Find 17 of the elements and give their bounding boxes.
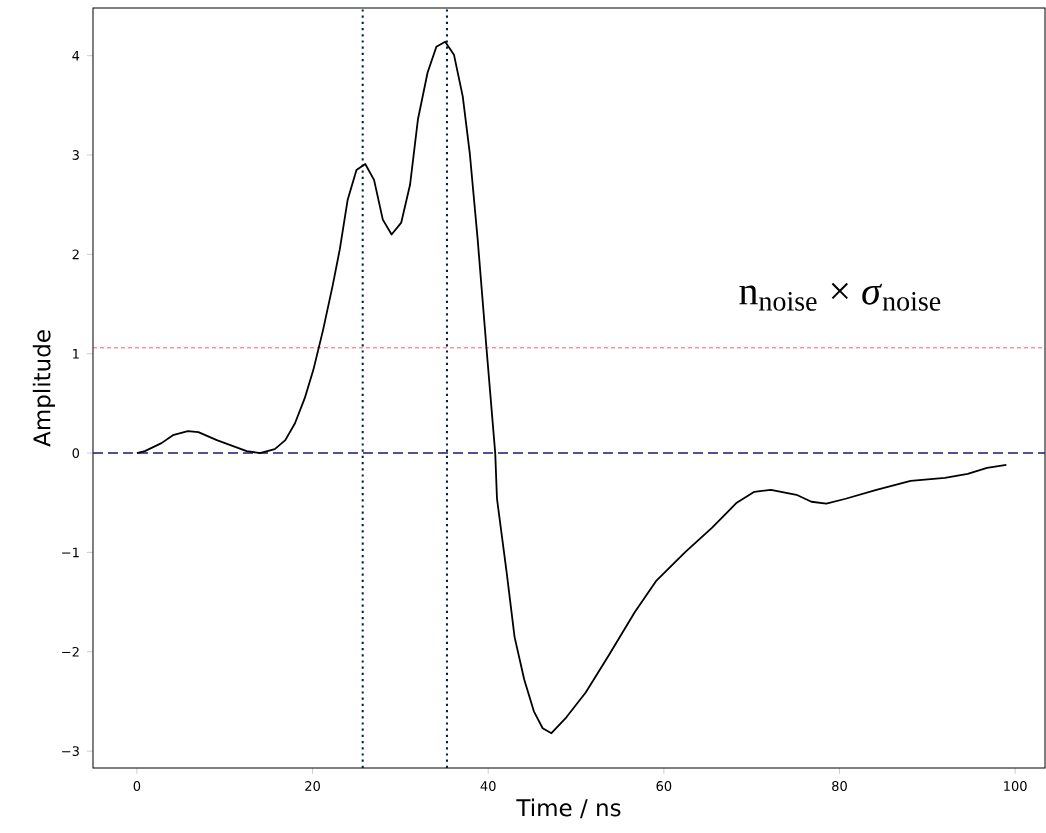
y-tick-label: 0 bbox=[72, 448, 80, 458]
x-tick-label: 20 bbox=[305, 781, 320, 791]
x-tick-label: 100 bbox=[1004, 781, 1027, 791]
y-tick-label: −3 bbox=[62, 746, 79, 757]
y-tick-label: −2 bbox=[62, 646, 79, 657]
x-tick-label: 0 bbox=[133, 781, 141, 791]
y-tick-label: −1 bbox=[62, 547, 79, 558]
x-axis-title: Time / ns bbox=[516, 798, 621, 819]
y-tick-label: 4 bbox=[72, 50, 80, 61]
x-tick-label: 60 bbox=[656, 781, 672, 791]
x-tick-label: 40 bbox=[480, 781, 496, 791]
annotation: n$_{noise}$ × σ$_{noise}$ bbox=[739, 282, 941, 311]
y-tick-label: 2 bbox=[72, 249, 79, 260]
y-tick-label: 3 bbox=[72, 150, 79, 160]
y-tick-label: 1 bbox=[73, 348, 79, 359]
x-tick-label: 80 bbox=[832, 781, 847, 791]
y-axis-title: Amplitude bbox=[32, 330, 56, 447]
